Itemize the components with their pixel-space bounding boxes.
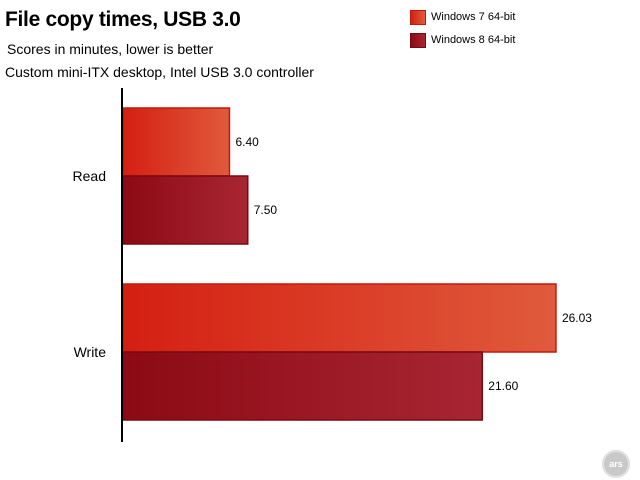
chart-subtitle: Scores in minutes, lower is better <box>7 41 214 57</box>
ars-logo: ars <box>602 450 630 478</box>
value-label-write-series-1: 26.03 <box>562 311 592 325</box>
bar-write-series-1 <box>122 283 557 353</box>
bars-group: Read 6.40 7.50 Write 26.03 21.60 <box>73 107 592 421</box>
value-label-read-series-1: 6.40 <box>235 135 259 149</box>
bar-write-series-2 <box>122 351 484 421</box>
category-label-read: Read <box>73 168 106 184</box>
category-label-write: Write <box>74 344 107 360</box>
chart-subtitle-2: Custom mini-ITX desktop, Intel USB 3.0 c… <box>5 64 314 80</box>
value-label-read-series-2: 7.50 <box>254 203 278 217</box>
legend-item-windows-8: Windows 8 64-bit <box>410 31 515 49</box>
chart-title: File copy times, USB 3.0 <box>5 8 241 31</box>
legend-item-windows-7: Windows 7 64-bit <box>410 8 515 26</box>
legend-swatch-windows-7 <box>410 9 426 25</box>
legend-label-windows-7: Windows 7 64-bit <box>431 11 516 23</box>
bar-read-series-1 <box>122 107 231 177</box>
legend-label-windows-8: Windows 8 64-bit <box>431 34 516 46</box>
value-label-write-series-2: 21.60 <box>488 379 518 393</box>
bar-read-series-2 <box>122 175 249 245</box>
legend-swatch-windows-8 <box>410 32 426 48</box>
legend: Windows 7 64-bit Windows 8 64-bit <box>410 8 515 54</box>
